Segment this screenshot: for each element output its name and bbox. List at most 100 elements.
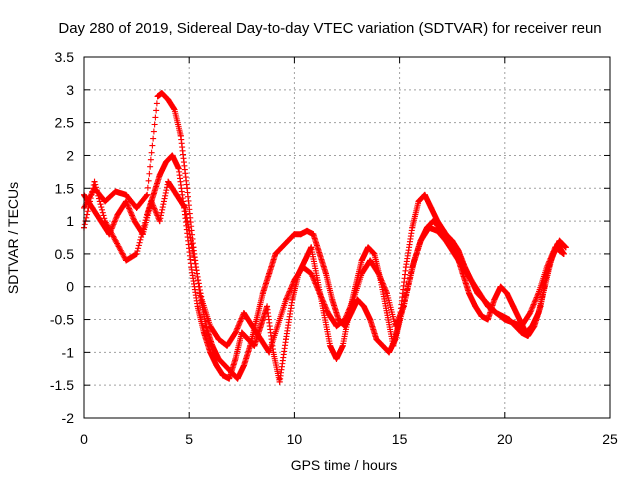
data-point (221, 362, 228, 369)
data-point (400, 303, 407, 310)
data-point (392, 323, 399, 330)
x-tick-label: 15 (392, 431, 408, 447)
data-point (383, 309, 390, 316)
data-point (409, 264, 416, 271)
data-point (171, 106, 178, 113)
data-point (409, 224, 416, 231)
data-point (245, 336, 252, 343)
data-point (478, 313, 485, 320)
data-point (468, 277, 475, 284)
data-point (226, 375, 233, 382)
data-point (154, 93, 161, 100)
data-point (219, 372, 226, 379)
data-point (358, 257, 365, 264)
data-point (249, 323, 256, 330)
x-tick-label: 5 (185, 431, 193, 447)
data-point (562, 244, 569, 251)
data-point (543, 264, 550, 271)
data-point (375, 270, 382, 277)
data-point (522, 329, 529, 336)
data-point (175, 165, 182, 172)
data-point (442, 237, 449, 244)
data-point (89, 204, 96, 211)
data-point (213, 362, 220, 369)
y-tick-label: 0.5 (55, 246, 75, 262)
data-point (282, 336, 289, 343)
data-point (415, 198, 422, 205)
data-point (91, 178, 98, 185)
data-point (131, 218, 138, 225)
data-point (150, 191, 157, 198)
x-tick-label: 20 (497, 431, 513, 447)
data-point (560, 250, 567, 257)
data-point (541, 283, 548, 290)
data-point (451, 250, 458, 257)
data-point (516, 316, 523, 323)
data-point (232, 355, 239, 362)
data-point (207, 349, 214, 356)
data-point (264, 303, 271, 310)
data-point (163, 159, 170, 166)
data-point (123, 191, 130, 198)
data-point (358, 270, 365, 277)
data-point (266, 270, 273, 277)
data-point (434, 218, 441, 225)
plot-frame (83, 56, 611, 419)
data-point (476, 290, 483, 297)
data-point (198, 296, 205, 303)
data-point (276, 378, 283, 385)
data-point (240, 362, 247, 369)
data-point (156, 218, 163, 225)
y-tick-label: 3.5 (55, 49, 75, 65)
data-point (466, 290, 473, 297)
y-tick-label: -0.5 (50, 312, 74, 328)
series-track-a (81, 90, 569, 382)
data-point (493, 309, 500, 316)
x-tick-label: 0 (80, 431, 88, 447)
data-point (266, 349, 273, 356)
x-tick-label: 10 (287, 431, 303, 447)
data-point (215, 355, 222, 362)
data-point (156, 172, 163, 179)
y-tick-label: 3 (66, 82, 74, 98)
data-point (426, 224, 433, 231)
data-point (133, 250, 140, 257)
data-point (421, 191, 428, 198)
data-point (329, 296, 336, 303)
data-point (333, 323, 340, 330)
data-point (253, 316, 260, 323)
data-point (190, 250, 197, 257)
data-point (510, 319, 517, 326)
data-point (383, 290, 390, 297)
data-point (308, 244, 315, 251)
data-point (440, 227, 447, 234)
data-point (367, 257, 374, 264)
data-point (339, 342, 346, 349)
chart-title: Day 280 of 2019, Sidereal Day-to-day VTE… (58, 20, 601, 37)
data-point (97, 218, 104, 225)
data-point (232, 329, 239, 336)
data-point (322, 270, 329, 277)
data-point (148, 198, 155, 205)
data-point (552, 244, 559, 251)
y-axis-label: SDTVAR / TECUs (5, 182, 21, 294)
data-point (325, 309, 332, 316)
data-point (257, 336, 264, 343)
data-point (272, 250, 279, 257)
data-point (194, 303, 201, 310)
data-point (139, 231, 146, 238)
y-tick-label: 1 (66, 213, 74, 229)
data-point (282, 296, 289, 303)
data-point (497, 283, 504, 290)
data-point (510, 303, 517, 310)
data-point (181, 204, 188, 211)
data-point (472, 303, 479, 310)
data-point (459, 264, 466, 271)
data-point (297, 231, 304, 238)
data-point (285, 237, 292, 244)
data-point (224, 342, 231, 349)
data-point (417, 237, 424, 244)
data-point (238, 329, 245, 336)
data-point (304, 227, 311, 234)
data-point (123, 257, 130, 264)
